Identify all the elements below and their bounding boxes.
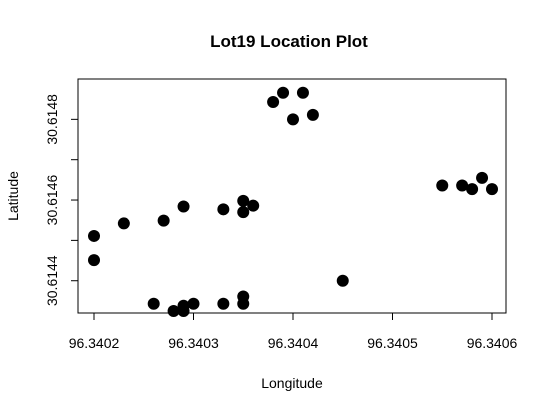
y-tick-label: 30.6144 xyxy=(44,255,60,306)
data-point xyxy=(287,113,299,126)
data-point xyxy=(237,290,250,303)
data-point xyxy=(306,108,319,121)
x-axis: 96.3402 96.3403 96.3404 96.3405 96.3406 xyxy=(69,313,518,351)
data-point xyxy=(217,203,230,216)
data-point xyxy=(247,199,260,212)
data-points xyxy=(88,86,498,317)
data-point xyxy=(177,304,190,317)
data-point xyxy=(456,179,469,192)
x-axis-label: Longitude xyxy=(261,375,323,391)
data-point xyxy=(88,254,100,267)
data-point xyxy=(336,274,349,287)
x-tick-label: 96.3406 xyxy=(467,335,518,351)
x-tick-label: 96.3402 xyxy=(69,335,120,351)
data-point xyxy=(267,95,280,108)
data-point xyxy=(167,304,180,317)
data-point xyxy=(466,183,479,196)
y-tick-label: 30.6146 xyxy=(44,175,60,226)
data-point xyxy=(476,171,489,184)
data-point xyxy=(147,297,160,310)
plot-frame xyxy=(77,78,507,314)
data-point xyxy=(117,217,130,230)
data-point xyxy=(88,229,100,242)
data-point xyxy=(187,297,200,310)
data-point xyxy=(277,86,290,99)
x-tick-label: 96.3404 xyxy=(268,335,319,351)
data-point xyxy=(177,200,190,213)
y-tick-label: 30.6148 xyxy=(44,94,60,145)
data-point xyxy=(237,206,250,219)
chart-title: Lot19 Location Plot xyxy=(210,32,368,51)
data-point xyxy=(486,183,498,196)
y-axis-label: Latitude xyxy=(5,171,21,221)
x-tick-label: 96.3403 xyxy=(168,335,219,351)
data-point xyxy=(157,214,170,227)
data-point xyxy=(217,297,230,310)
data-point xyxy=(436,179,449,192)
x-tick-label: 96.3405 xyxy=(367,335,418,351)
y-axis: 30.6144 30.6146 30.6148 xyxy=(44,94,78,306)
data-point xyxy=(296,86,309,99)
data-point xyxy=(237,194,250,207)
